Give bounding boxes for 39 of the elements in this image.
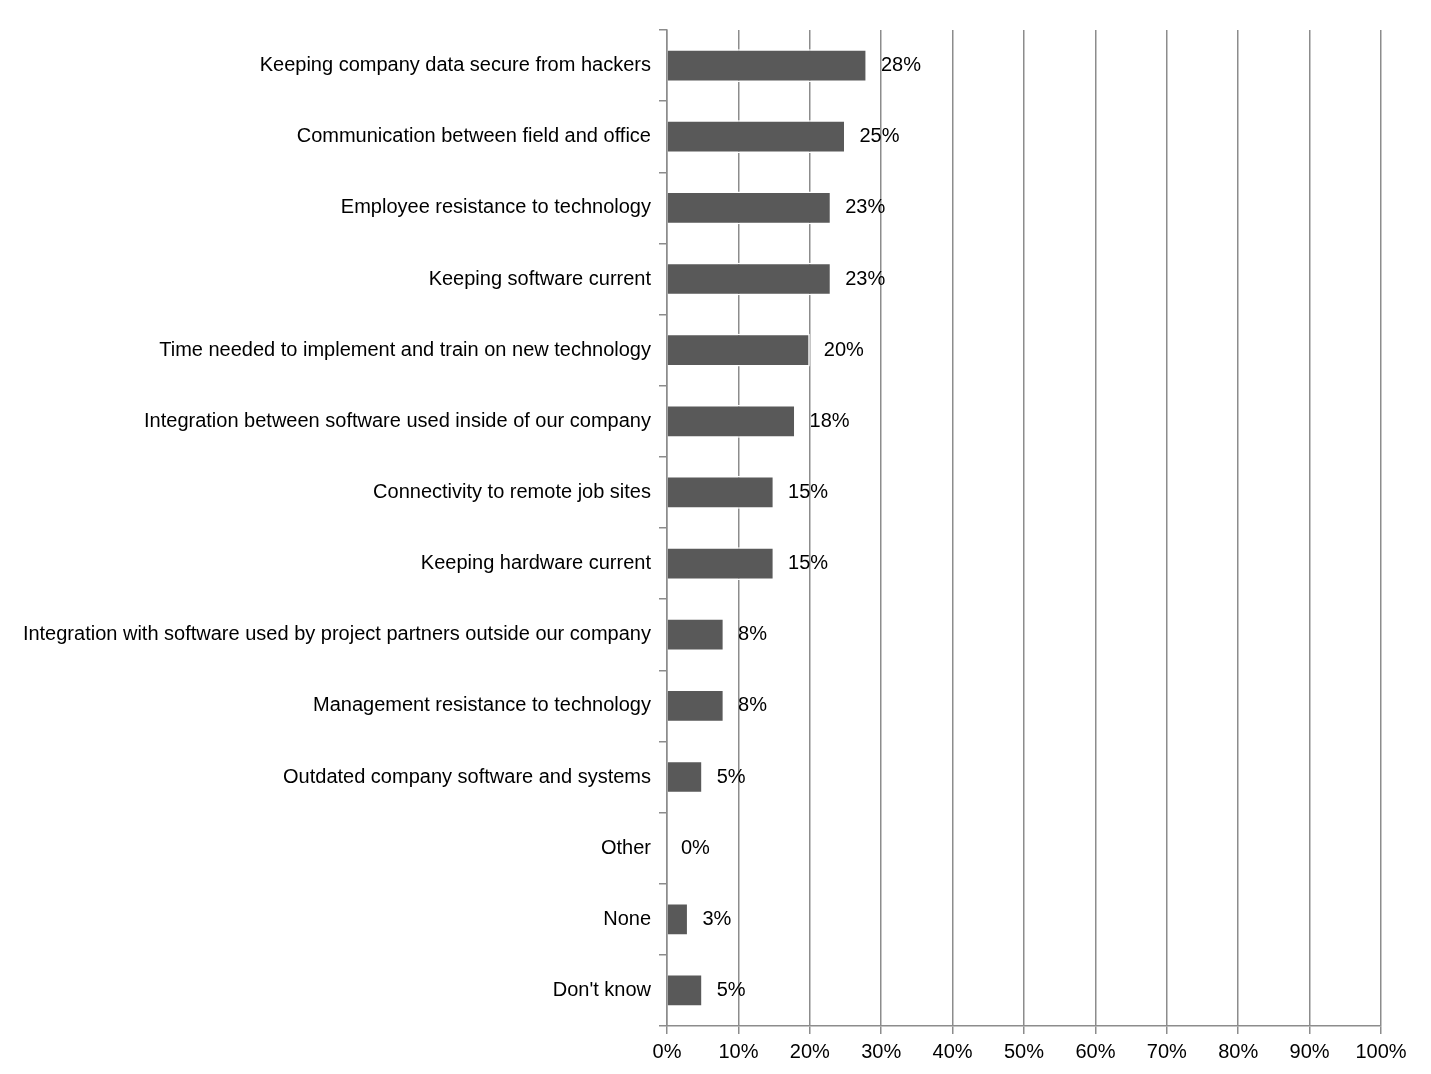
- y-tick-label: Employee resistance to technology: [340, 195, 651, 218]
- x-tick-label: 100%: [1355, 1039, 1407, 1062]
- y-tick-label: Time needed to implement and train on new technology: [159, 337, 651, 360]
- x-tick-label: 60%: [1075, 1039, 1116, 1062]
- data-label: 18%: [809, 408, 850, 431]
- data-label: 23%: [845, 266, 886, 289]
- y-tick-label: Integration with software used by project partners outside our company: [22, 622, 651, 645]
- x-tick-label: 10%: [718, 1039, 759, 1062]
- data-label: 0%: [681, 835, 711, 858]
- x-tick-label: 50%: [1003, 1039, 1045, 1062]
- data-label: 5%: [716, 764, 746, 787]
- y-tick-label: Other: [600, 835, 652, 858]
- y-tick-label: Don't know: [552, 977, 652, 1000]
- x-tick-label: 20%: [789, 1039, 831, 1062]
- data-label: 25%: [859, 124, 900, 147]
- y-tick-label: Communication between field and office: [296, 124, 651, 147]
- data-label: 28%: [880, 53, 922, 76]
- y-tick-label: Management resistance to technology: [313, 693, 651, 716]
- y-tick-label: None: [603, 906, 651, 929]
- y-tick-label: Keeping company data secure from hackers: [259, 53, 651, 76]
- y-tick-label: Outdated company software and systems: [283, 764, 651, 787]
- y-tick-label: Integration between software used inside of our company: [144, 408, 651, 431]
- x-tick-label: 30%: [861, 1039, 902, 1062]
- data-label: 3%: [702, 906, 732, 929]
- y-tick-label: Connectivity to remote job sites: [373, 479, 651, 502]
- data-label: 20%: [823, 337, 865, 360]
- data-label: 5%: [716, 977, 746, 1000]
- data-label: 15%: [788, 551, 829, 574]
- x-tick-label: 70%: [1146, 1039, 1188, 1062]
- x-tick-label: 80%: [1218, 1039, 1259, 1062]
- y-tick-label: Keeping software current: [428, 266, 652, 289]
- y-tick-label: Keeping hardware current: [420, 551, 652, 574]
- x-tick-label: 0%: [652, 1039, 682, 1062]
- data-label: 23%: [845, 195, 886, 218]
- data-label: 8%: [738, 622, 768, 645]
- x-tick-label: 40%: [932, 1039, 973, 1062]
- x-tick-label: 90%: [1289, 1039, 1330, 1062]
- data-label: 15%: [788, 479, 829, 502]
- data-label: 8%: [738, 693, 768, 716]
